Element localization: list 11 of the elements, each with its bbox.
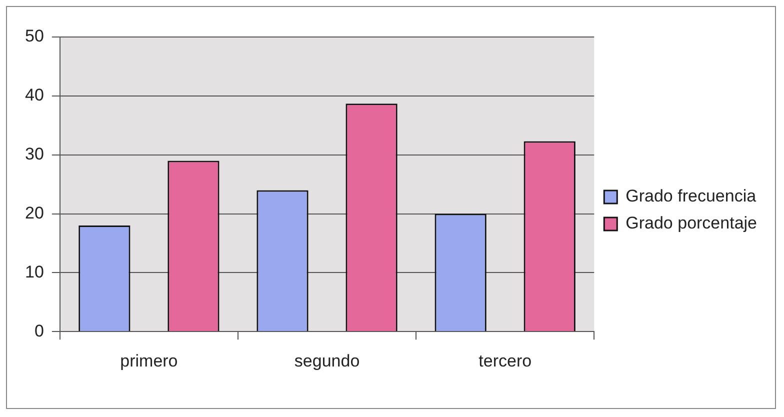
x-tick-label: primero	[120, 351, 178, 370]
y-tick-label: 20	[24, 203, 44, 222]
x-tick-label: segundo	[294, 351, 360, 370]
x-tick-label: tercero	[478, 351, 532, 370]
y-tick-label: 0	[34, 321, 44, 340]
y-tick-label: 10	[24, 262, 44, 282]
y-tick-label: 30	[24, 144, 44, 164]
y-tick-label: 50	[24, 26, 44, 46]
y-tick-label: 40	[24, 86, 44, 105]
legend-label: Grado porcentaje	[626, 214, 758, 233]
legend-label: Grado frecuencia	[626, 186, 757, 206]
